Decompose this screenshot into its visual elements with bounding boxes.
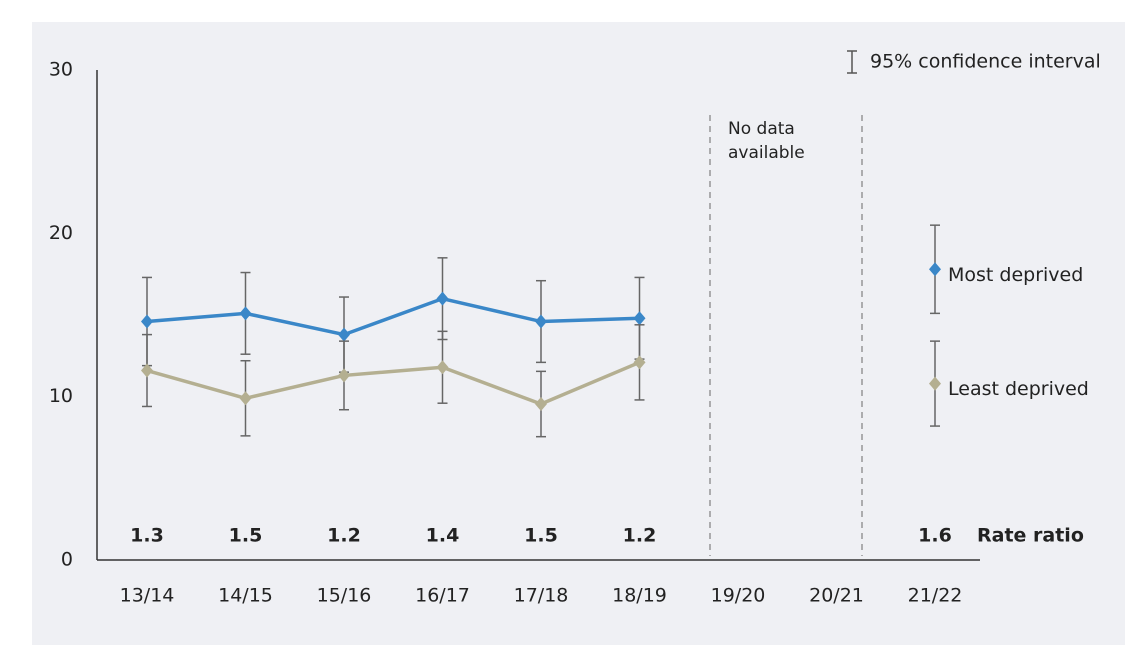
annotation: available — [728, 143, 805, 163]
ci-legend-label: 95% confidence interval — [870, 51, 1101, 73]
marker — [633, 355, 646, 370]
x-tick-label: 13/14 — [120, 585, 175, 607]
x-tick-label: 19/20 — [711, 585, 766, 607]
y-tick-label: 0 — [61, 549, 73, 571]
x-tick-label: 14/15 — [218, 585, 273, 607]
x-tick-label: 16/17 — [415, 585, 470, 607]
rate-ratio: 1.2 — [327, 525, 361, 547]
marker — [633, 311, 646, 326]
marker — [535, 314, 547, 329]
x-tick-label: 20/21 — [809, 585, 864, 607]
rate-ratio: 1.6 — [918, 525, 952, 547]
marker — [436, 291, 449, 306]
rate-ratio: 1.3 — [130, 525, 164, 547]
y-tick-label: 30 — [49, 59, 73, 81]
marker — [239, 306, 252, 321]
rate-ratio: 1.2 — [623, 525, 657, 547]
marker — [436, 360, 449, 375]
annotation: No data — [728, 119, 795, 139]
marker — [141, 314, 153, 329]
legend-label: Most deprived — [948, 264, 1083, 286]
marker — [929, 262, 941, 277]
marker — [141, 363, 153, 378]
x-tick-label: 18/19 — [612, 585, 667, 607]
rate-ratio: 1.5 — [229, 525, 263, 547]
panel — [32, 22, 1125, 645]
rate-ratio: 1.4 — [426, 525, 460, 547]
x-tick-label: 15/16 — [317, 585, 372, 607]
x-tick-label: 17/18 — [514, 585, 569, 607]
rate-ratio: 1.5 — [524, 525, 558, 547]
marker — [929, 376, 941, 391]
x-tick-label: 21/22 — [908, 585, 963, 607]
legend-label: Least deprived — [948, 378, 1089, 400]
ci-legend: 95% confidence interval — [847, 50, 1101, 74]
y-tick-label: 20 — [49, 222, 73, 244]
marker — [338, 368, 350, 383]
marker — [338, 327, 350, 342]
y-tick-label: 10 — [49, 385, 73, 407]
rate-ratio-label: Rate ratio — [977, 525, 1084, 547]
marker — [239, 391, 252, 406]
marker — [535, 397, 547, 412]
